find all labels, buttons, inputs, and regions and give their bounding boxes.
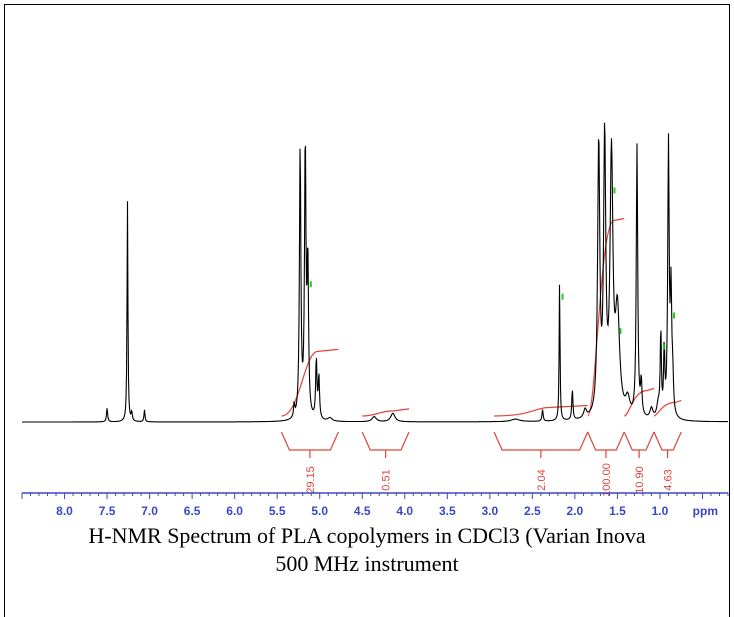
peak-marker-30 xyxy=(673,313,675,319)
peak-marker-27 xyxy=(663,344,665,350)
integral-value-1: 0.51 xyxy=(381,469,393,490)
tick-label-14: 1.0 xyxy=(652,504,669,518)
peak-marker-21 xyxy=(619,328,621,334)
tick-label-7: 4.5 xyxy=(354,504,371,518)
tick-label-10: 3.0 xyxy=(481,504,498,518)
integral-value-4: 10.90 xyxy=(634,466,646,494)
integral-value-0: 29.15 xyxy=(305,466,317,494)
tick-label-2: 7.0 xyxy=(141,504,158,518)
integral-bracket-3 xyxy=(588,432,625,450)
tick-label-5: 5.5 xyxy=(269,504,286,518)
caption-line-1: H-NMR Spectrum of PLA copolymers in CDCl… xyxy=(0,522,734,550)
spectrum-trace-group xyxy=(22,123,728,422)
nmr-spectrum-chart: 29.15 0.51 2.04 100.00 10.90 4.63 8.0 7.5 7.0 6.… xyxy=(0,0,734,520)
tick-label-3: 6.5 xyxy=(184,504,201,518)
tick-label-11: 2.5 xyxy=(524,504,541,518)
tick-label-0: 8.0 xyxy=(56,504,73,518)
integral-bracket-4 xyxy=(624,432,654,450)
spectrum-trace xyxy=(22,123,728,422)
integral-bracket-0 xyxy=(281,432,338,450)
tick-label-4: 6.0 xyxy=(226,504,243,518)
tick-label-13: 1.5 xyxy=(609,504,626,518)
integral-bracket-1 xyxy=(362,432,409,450)
tick-label-6: 5.0 xyxy=(311,504,328,518)
peak-marker-20 xyxy=(613,187,615,193)
integral-value-5: 4.63 xyxy=(663,469,675,490)
figure-caption: H-NMR Spectrum of PLA copolymers in CDCl… xyxy=(0,522,734,578)
integral-curves xyxy=(281,219,681,417)
integral-value-2: 2.04 xyxy=(536,469,548,490)
integral-bracket-2 xyxy=(494,432,588,450)
integral-brackets: 29.15 0.51 2.04 100.00 10.90 4.63 xyxy=(281,432,681,497)
ppm-axis: 8.0 7.5 7.0 6.5 6.0 5.5 5.0 4.5 4.0 3.5 3.0 2.5 2.0 1… xyxy=(22,493,728,518)
integral-value-3: 100.00 xyxy=(601,463,613,497)
tick-label-1: 7.5 xyxy=(99,504,116,518)
tick-label-9: 3.5 xyxy=(439,504,456,518)
tick-label-12: 2.0 xyxy=(567,504,584,518)
caption-line-2: 500 MHz instrument xyxy=(0,550,734,578)
tick-label-8: 4.0 xyxy=(396,504,413,518)
peak-marker-7 xyxy=(310,281,312,287)
x-axis-label: ppm xyxy=(693,504,718,518)
peak-marker-15 xyxy=(562,294,564,300)
integral-bracket-5 xyxy=(654,432,681,450)
integral-curve-1 xyxy=(362,409,409,416)
